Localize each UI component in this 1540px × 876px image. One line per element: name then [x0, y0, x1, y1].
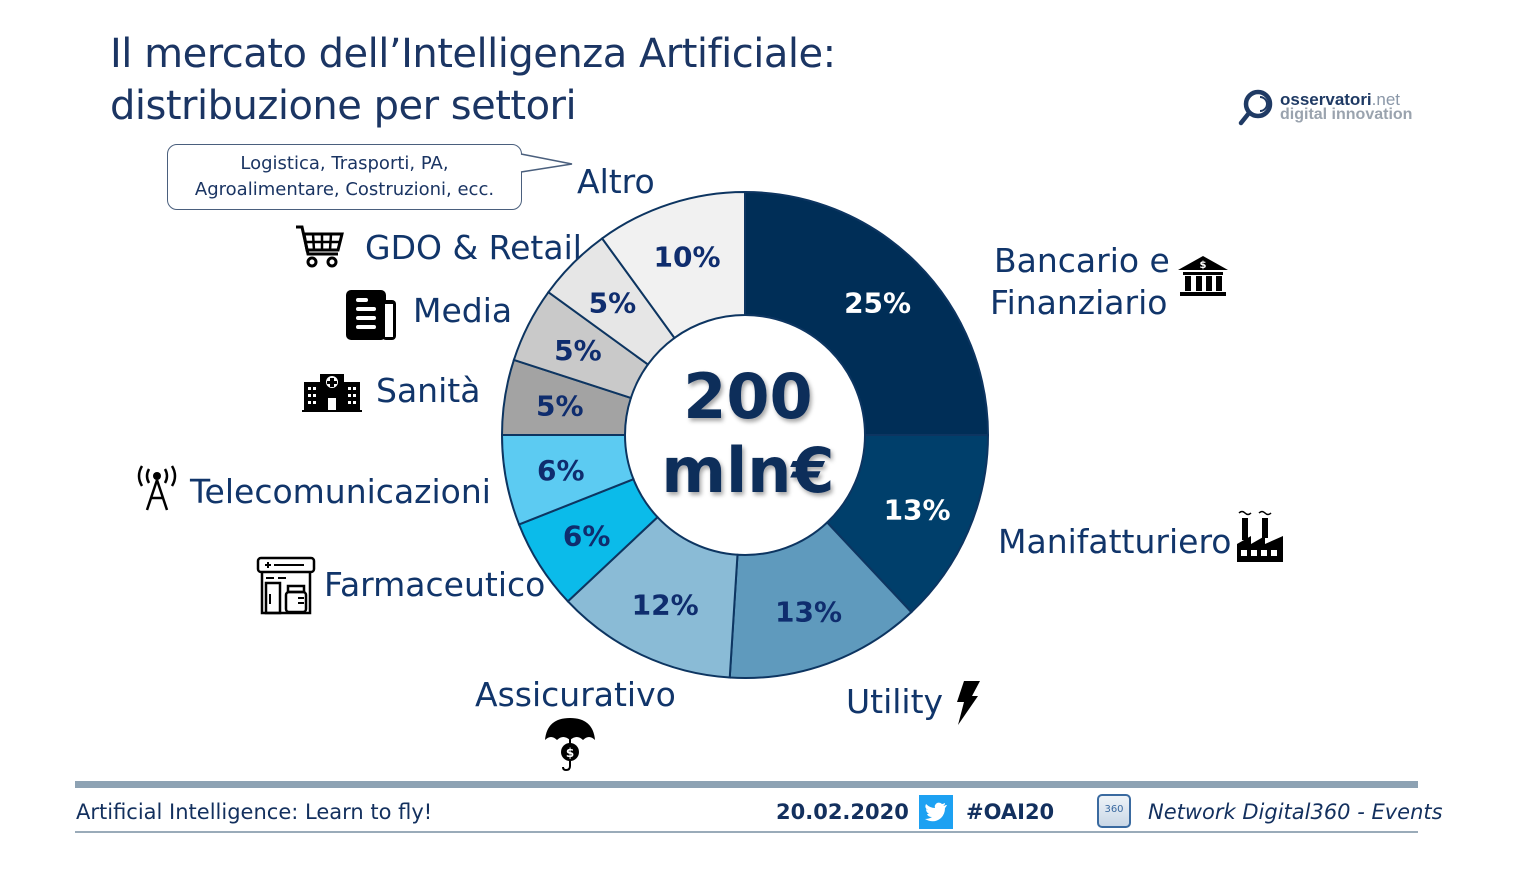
- slice-label-farmaceutico: 6%: [563, 519, 611, 552]
- slice-manifatturiero: [825, 434, 990, 614]
- newspaper-icon: [346, 290, 396, 340]
- callout-tail: [520, 153, 573, 173]
- slice-label-gdo-retail: 5%: [589, 286, 637, 319]
- slice-assicurativo: [566, 515, 739, 679]
- slice-label-manifatturiero: 13%: [884, 493, 951, 526]
- label-gdo-retail: GDO & Retail: [365, 228, 582, 267]
- svg-text:$: $: [1200, 260, 1207, 271]
- slice-altro: [600, 190, 746, 340]
- slice-utility: [728, 521, 913, 679]
- footer-top-bar: [75, 781, 1418, 788]
- digital360-badge-icon: 360: [1097, 794, 1131, 828]
- svg-text:$: $: [566, 746, 574, 760]
- slice-label-bancario-e-finanziario: 25%: [844, 286, 911, 319]
- slice-label-sanit-: 5%: [536, 390, 584, 423]
- magnifier-logo-icon: [1238, 89, 1273, 126]
- logo-tagline: digital innovation: [1280, 106, 1413, 123]
- label-bancario-line-2: Finanziario: [990, 283, 1168, 322]
- umbrella-dollar-icon: $: [545, 718, 595, 772]
- footer-bottom-line: [75, 831, 1418, 833]
- slice-label-assicurativo: 12%: [632, 589, 699, 622]
- logo-name: osservatori: [1280, 90, 1372, 109]
- label-bancario: Bancario e Finanziario: [990, 240, 1170, 324]
- badge-text: 360: [1104, 804, 1124, 815]
- footer-hashtag: #OAI20: [966, 800, 1055, 824]
- slice-label-altro: 10%: [654, 241, 721, 274]
- title-line-2: distribuzione per settori: [110, 83, 577, 129]
- footer-network: Network Digital360 - Events: [1148, 800, 1443, 824]
- logo-suffix: .net: [1371, 90, 1401, 109]
- callout-line-1: Logistica, Trasporti, PA,: [240, 153, 449, 174]
- altro-callout: Logistica, Trasporti, PA, Agroalimentare…: [167, 144, 522, 210]
- pharmacy-icon: [256, 556, 316, 615]
- osservatori-logo: osservatori.net digital innovation: [1238, 88, 1412, 126]
- label-media: Media: [413, 291, 513, 330]
- callout-line-2: Agroalimentare, Costruzioni, ecc.: [194, 179, 495, 200]
- footer-date: 20.02.2020: [776, 800, 909, 824]
- label-utility: Utility: [846, 682, 944, 721]
- label-bancario-line-1: Bancario e: [994, 241, 1170, 280]
- lightning-icon: [957, 681, 980, 725]
- shopping-cart-icon: [296, 225, 344, 268]
- label-farmaceutico: Farmaceutico: [324, 565, 546, 604]
- footer-event-title: Artificial Intelligence: Learn to fly!: [76, 800, 433, 824]
- antenna-icon: [137, 465, 177, 511]
- slice-label-utility: 13%: [775, 595, 842, 628]
- label-altro: Altro: [577, 162, 655, 201]
- page-title: Il mercato dell’Intelligenza Artificiale…: [110, 28, 836, 132]
- bank-icon: $: [1178, 256, 1228, 296]
- label-telecomunicazioni: Telecomunicazioni: [190, 472, 491, 511]
- center-total-unit: mln€: [661, 434, 834, 507]
- slice-label-media: 5%: [554, 334, 602, 367]
- label-manifatturiero: Manifatturiero: [998, 522, 1232, 561]
- title-line-1: Il mercato dell’Intelligenza Artificiale…: [110, 31, 836, 77]
- factory-icon: [1237, 510, 1283, 562]
- label-assicurativo: Assicurativo: [475, 675, 676, 714]
- center-total-value: 200: [683, 360, 812, 433]
- label-sanita: Sanità: [376, 371, 481, 410]
- hospital-icon: [302, 374, 362, 412]
- slice-label-telecomunicazioni: 6%: [537, 454, 585, 487]
- slice-bancario-e-finanziario: [744, 190, 990, 436]
- twitter-icon[interactable]: [919, 795, 953, 829]
